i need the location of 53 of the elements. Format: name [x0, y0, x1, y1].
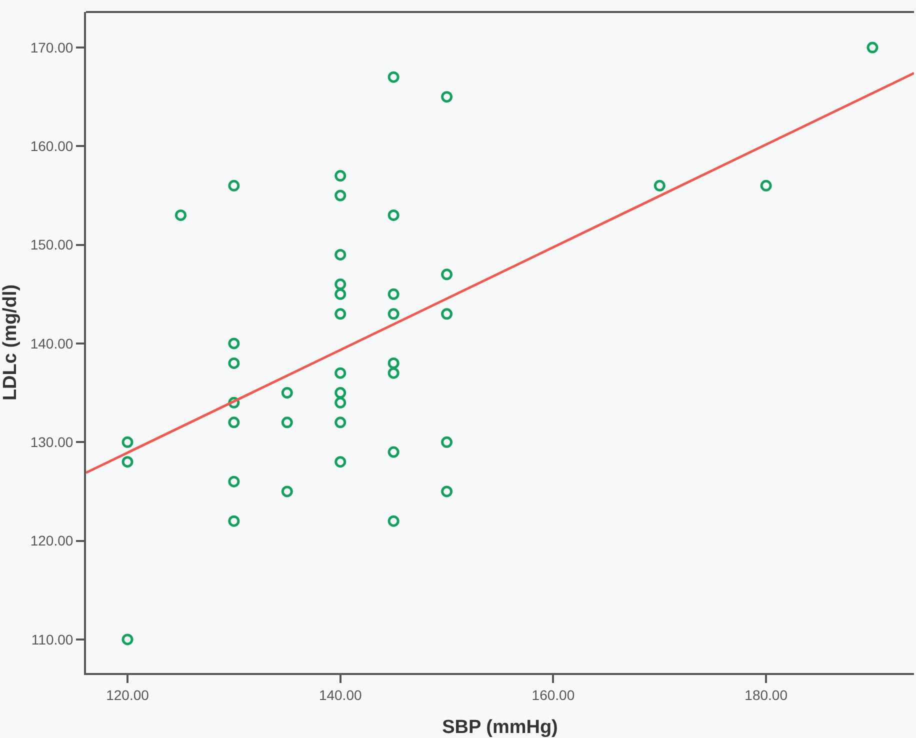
y-tick-label: 170.00 — [30, 39, 74, 56]
point — [122, 436, 134, 448]
point — [334, 456, 346, 468]
point — [228, 338, 240, 350]
point — [334, 367, 346, 379]
point — [388, 71, 400, 83]
point — [441, 91, 453, 103]
point — [441, 268, 453, 280]
point — [760, 180, 772, 192]
x-tick-label: 160.00 — [532, 686, 575, 703]
point — [654, 180, 666, 192]
point — [441, 308, 453, 320]
point — [174, 209, 186, 221]
x-tick-label: 120.00 — [106, 686, 150, 703]
point — [122, 634, 134, 646]
point — [441, 486, 453, 498]
y-tick-label: 110.00 — [31, 631, 74, 648]
point — [388, 288, 400, 300]
y-tick-label: 120.00 — [30, 532, 74, 549]
point — [441, 436, 453, 448]
y-axis-title: LDLc (mg/dl) — [0, 284, 21, 401]
x-axis-title: SBP (mmHg) — [442, 717, 558, 738]
point — [334, 416, 346, 428]
point — [388, 357, 400, 369]
y-tick-label: 140.00 — [30, 335, 74, 352]
point — [334, 170, 346, 182]
point — [228, 416, 240, 428]
x-tick-label: 180.00 — [744, 686, 788, 703]
point — [122, 456, 134, 468]
point — [388, 209, 400, 221]
x-tick-label: 140.00 — [318, 686, 362, 703]
point — [388, 515, 400, 527]
point — [334, 396, 346, 408]
point — [388, 367, 400, 379]
point — [281, 486, 293, 498]
y-tick-label: 130.00 — [30, 434, 74, 450]
point — [228, 357, 240, 369]
point — [334, 248, 346, 260]
point — [388, 308, 400, 320]
point — [228, 476, 240, 488]
point — [281, 416, 293, 428]
point — [334, 288, 346, 300]
point — [866, 42, 878, 54]
point — [228, 180, 240, 192]
point — [388, 446, 400, 458]
point — [334, 190, 346, 202]
point — [228, 515, 240, 527]
y-tick-label: 160.00 — [30, 138, 74, 154]
point — [281, 387, 293, 399]
point — [334, 387, 346, 399]
point — [334, 278, 346, 290]
y-tick-label: 150.00 — [30, 236, 74, 253]
point — [334, 308, 346, 320]
